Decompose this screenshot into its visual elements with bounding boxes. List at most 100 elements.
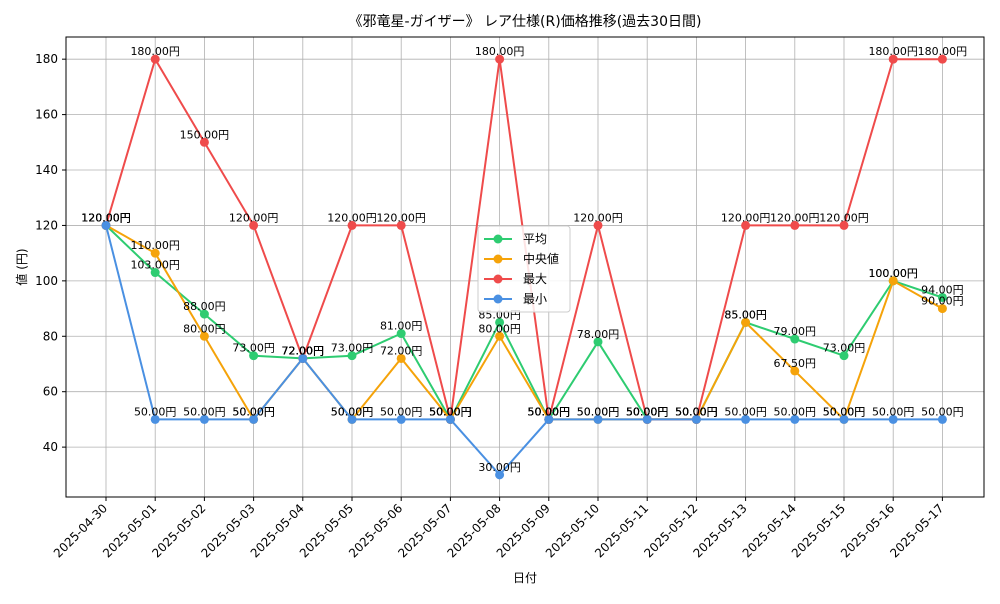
data-point bbox=[888, 276, 898, 286]
legend-box bbox=[477, 225, 571, 313]
data-label: 120.00円 bbox=[819, 211, 869, 224]
data-label: 50.00円 bbox=[724, 405, 767, 418]
data-point bbox=[396, 414, 406, 424]
data-label: 50.00円 bbox=[232, 405, 275, 418]
data-label: 50.00円 bbox=[528, 405, 571, 418]
data-label: 120.00円 bbox=[81, 211, 131, 224]
data-label: 50.00円 bbox=[626, 405, 669, 418]
data-label: 150.00円 bbox=[180, 128, 230, 141]
data-label: 120.00円 bbox=[721, 211, 771, 224]
data-point bbox=[790, 334, 800, 344]
data-label: 50.00円 bbox=[528, 405, 571, 418]
data-point bbox=[396, 220, 406, 230]
data-label: 50.00円 bbox=[626, 405, 669, 418]
y-axis: 40 60 80 100 120 140 160 180 bbox=[35, 52, 66, 454]
data-point bbox=[199, 331, 209, 341]
data-point bbox=[839, 220, 849, 230]
data-label: 120.00円 bbox=[81, 211, 131, 224]
data-point bbox=[937, 304, 947, 314]
data-label: 50.00円 bbox=[626, 405, 669, 418]
data-label: 73.00円 bbox=[232, 342, 275, 355]
data-point bbox=[642, 414, 652, 424]
data-point bbox=[937, 54, 947, 64]
data-label: 50.00円 bbox=[675, 405, 718, 418]
data-point bbox=[544, 414, 554, 424]
data-point bbox=[249, 220, 259, 230]
data-point bbox=[347, 414, 357, 424]
data-label: 50.00円 bbox=[528, 405, 571, 418]
data-point bbox=[347, 220, 357, 230]
legend-marker bbox=[493, 234, 503, 244]
data-label: 103.00円 bbox=[130, 259, 180, 272]
data-label: 100.00円 bbox=[868, 267, 918, 280]
data-label: 50.00円 bbox=[331, 405, 374, 418]
data-label: 120.00円 bbox=[573, 211, 623, 224]
data-label: 100.00円 bbox=[868, 267, 918, 280]
data-labels: 120.00円 103.00円 88.00円 73.00円 72.00円 73.00円 81… bbox=[81, 45, 967, 474]
data-point bbox=[199, 309, 209, 319]
y-tick-label: 80 bbox=[43, 329, 58, 343]
data-label: 50.00円 bbox=[626, 405, 669, 418]
data-label: 81.00円 bbox=[380, 320, 423, 333]
data-label: 50.00円 bbox=[675, 405, 718, 418]
data-point bbox=[495, 470, 505, 480]
data-label: 50.00円 bbox=[675, 405, 718, 418]
legend-label: 中央値 bbox=[523, 251, 559, 266]
series-line bbox=[105, 224, 943, 422]
x-axis: 2025-04-302025-05-012025-05-022025-05-03… bbox=[51, 497, 947, 560]
data-label: 88.00円 bbox=[183, 300, 226, 313]
legend-label: 最大 bbox=[523, 272, 547, 286]
data-point bbox=[839, 351, 849, 361]
data-label: 50.00円 bbox=[232, 405, 275, 418]
y-tick-label: 160 bbox=[35, 108, 58, 122]
data-point bbox=[691, 414, 701, 424]
data-label: 30.00円 bbox=[478, 461, 521, 474]
y-tick-label: 60 bbox=[43, 385, 58, 399]
data-label: 180.00円 bbox=[475, 45, 525, 58]
data-label: 110.00円 bbox=[130, 239, 180, 252]
data-point bbox=[249, 351, 259, 361]
data-point bbox=[396, 329, 406, 339]
data-point bbox=[937, 414, 947, 424]
data-label: 180.00円 bbox=[868, 45, 918, 58]
data-point bbox=[741, 317, 751, 327]
data-label: 50.00円 bbox=[675, 405, 718, 418]
data-label: 120.00円 bbox=[81, 211, 131, 224]
data-label: 80.00円 bbox=[478, 322, 521, 335]
data-label: 50.00円 bbox=[429, 405, 472, 418]
data-label: 78.00円 bbox=[577, 328, 620, 341]
data-point bbox=[101, 220, 111, 230]
data-point bbox=[741, 220, 751, 230]
data-label: 73.00円 bbox=[823, 342, 866, 355]
data-label: 72.00円 bbox=[282, 344, 325, 357]
legend-marker bbox=[493, 274, 503, 284]
data-point bbox=[445, 414, 455, 424]
data-label: 85.00円 bbox=[724, 308, 767, 321]
x-axis-title: 日付 bbox=[513, 571, 537, 585]
series-line bbox=[105, 225, 943, 477]
data-label: 50.00円 bbox=[577, 405, 620, 418]
data-point bbox=[593, 220, 603, 230]
data-point bbox=[150, 414, 160, 424]
data-label: 50.00円 bbox=[134, 405, 177, 418]
data-label: 120.00円 bbox=[81, 211, 131, 224]
data-label: 50.00円 bbox=[331, 405, 374, 418]
chart-title: 《邪竜星-ガイザー》 レア仕様(R)価格推移(過去30日間) bbox=[349, 13, 702, 30]
data-label: 50.00円 bbox=[872, 405, 915, 418]
data-label: 50.00円 bbox=[429, 405, 472, 418]
data-label: 50.00円 bbox=[380, 405, 423, 418]
data-point bbox=[347, 351, 357, 361]
data-label: 180.00円 bbox=[918, 45, 968, 58]
data-label: 120.00円 bbox=[376, 211, 426, 224]
data-point bbox=[790, 220, 800, 230]
data-label: 50.00円 bbox=[823, 405, 866, 418]
data-label: 50.00円 bbox=[823, 405, 866, 418]
data-point bbox=[495, 54, 505, 64]
data-point bbox=[593, 414, 603, 424]
plot-frame bbox=[65, 36, 985, 498]
data-label: 72.00円 bbox=[380, 344, 423, 357]
data-label: 80.00円 bbox=[183, 322, 226, 335]
data-point bbox=[495, 317, 505, 327]
y-tick-label: 180 bbox=[35, 52, 58, 66]
